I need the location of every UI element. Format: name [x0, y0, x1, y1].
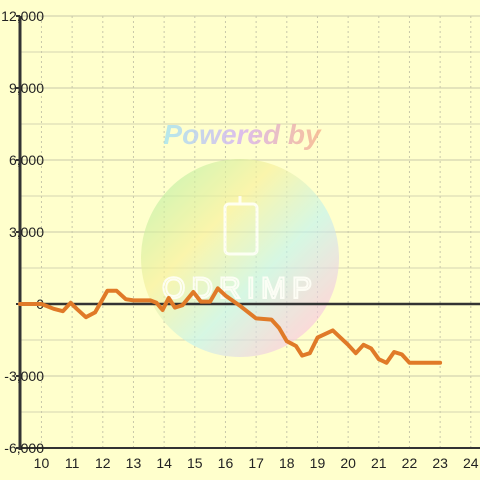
y-tick-label: 12,000	[1, 8, 44, 24]
y-tick-label: 3,000	[9, 224, 44, 240]
x-tick-labels: 10 11 12 13 14 15 16 17 18 19 20 21 22 23 24	[34, 455, 479, 471]
x-tick-label: 17	[248, 455, 264, 471]
x-tick-label: 16	[218, 455, 234, 471]
y-tick-label: -3,000	[4, 368, 44, 384]
x-tick-label: 14	[156, 455, 172, 471]
x-tick-label: 18	[279, 455, 295, 471]
watermark-text: Powered by	[163, 119, 322, 150]
watermark-circle	[141, 159, 339, 357]
watermark: Powered by ODRIMP	[141, 119, 339, 357]
x-tick-label: 11	[65, 455, 80, 471]
y-tick-label: 6,000	[9, 152, 44, 168]
x-tick-label: 10	[34, 455, 50, 471]
phone-icon	[223, 196, 259, 256]
y-tick-label: 9,000	[9, 80, 44, 96]
x-tick-label: 15	[187, 455, 203, 471]
x-tick-label: 23	[432, 455, 448, 471]
x-tick-label: 20	[340, 455, 356, 471]
y-tick-label: -6,000	[4, 440, 44, 456]
x-tick-label: 24	[463, 455, 479, 471]
x-tick-label: 13	[126, 455, 142, 471]
x-tick-label: 12	[95, 455, 111, 471]
series-line	[18, 286, 443, 365]
x-tick-label: 19	[310, 455, 326, 471]
series-layer	[18, 286, 443, 365]
x-tick-label: 21	[371, 455, 387, 471]
x-tick-label: 22	[402, 455, 418, 471]
